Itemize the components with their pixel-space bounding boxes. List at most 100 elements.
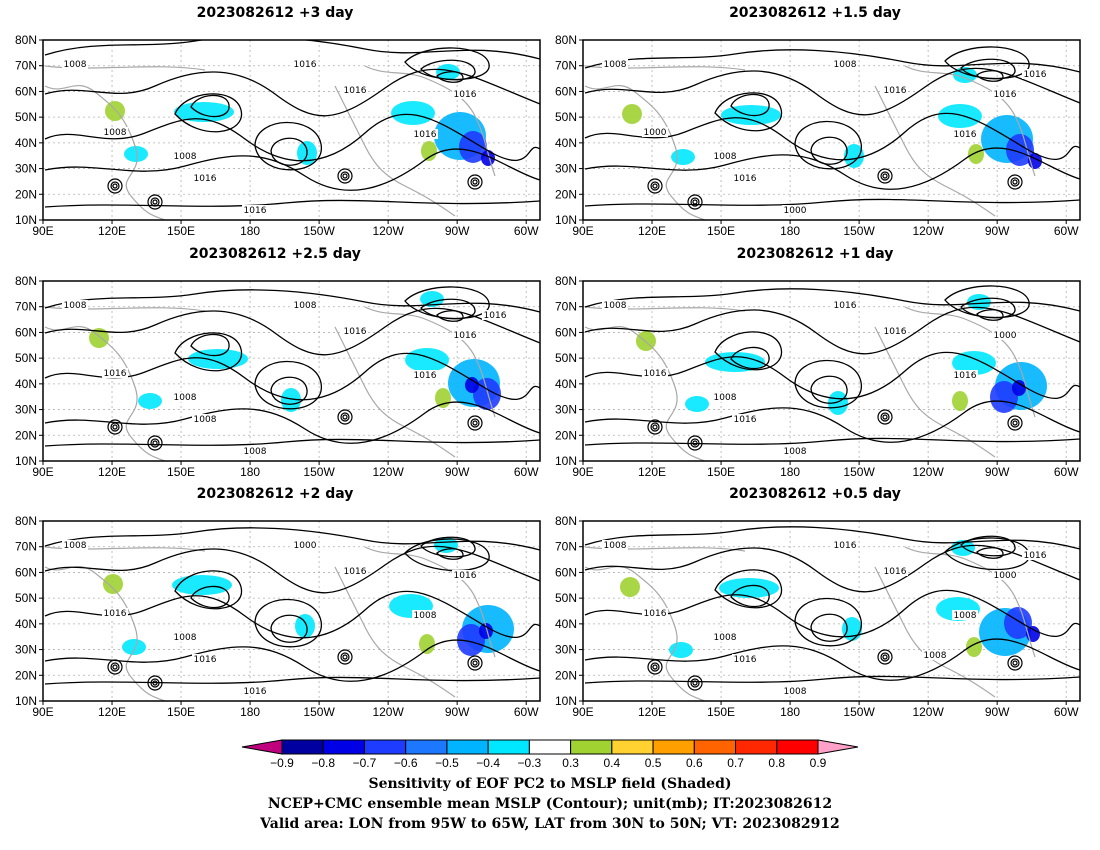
cyclone-contour bbox=[150, 678, 160, 688]
coastline bbox=[874, 85, 996, 217]
contour-label-bg bbox=[732, 173, 758, 183]
panel-plus-0.5-day: 2023082612 +0.5 day 1008 1016 1016 1008 1016… bbox=[545, 485, 1085, 723]
mslp-contour bbox=[810, 613, 848, 642]
cyclone-contour bbox=[1010, 418, 1020, 428]
contour-label-bg bbox=[882, 326, 908, 336]
cyclone-contour bbox=[340, 171, 350, 181]
lat-tick-label: 50N bbox=[15, 351, 37, 365]
mslp-contour bbox=[584, 112, 1080, 161]
cyclone-contour bbox=[880, 652, 890, 662]
contour-label-bg bbox=[62, 300, 88, 310]
cyclone-contour bbox=[687, 194, 703, 210]
lat-tick-label: 80N bbox=[555, 274, 577, 288]
mslp-contour bbox=[254, 360, 322, 410]
lat-tick-label: 10N bbox=[15, 694, 37, 708]
lat-tick-label: 60N bbox=[15, 565, 37, 579]
contour-label: 1016 bbox=[884, 567, 907, 577]
contour-label: 1008 bbox=[194, 415, 217, 425]
contour-label-bg bbox=[712, 392, 738, 402]
coastline bbox=[904, 65, 1036, 177]
lon-tick-label: 120E bbox=[638, 705, 666, 719]
lat-tick-label: 80N bbox=[15, 274, 37, 288]
cyclone-contour bbox=[337, 168, 353, 184]
contour-label: 1016 bbox=[454, 331, 477, 341]
lon-tick-label: 180 bbox=[240, 705, 260, 719]
mslp-contour bbox=[44, 199, 540, 208]
mslp-contour bbox=[714, 569, 783, 609]
mslp-contour bbox=[44, 639, 540, 682]
cyclone-contour bbox=[1007, 655, 1023, 671]
contour-label-bg bbox=[922, 650, 948, 660]
mslp-contour bbox=[714, 92, 783, 132]
mslp-contour bbox=[584, 288, 1080, 312]
cyclone-contour bbox=[147, 675, 163, 691]
sensitivity-shading bbox=[457, 624, 485, 656]
lon-tick-label: 120E bbox=[98, 465, 126, 479]
colorbar-tick-label: −0.5 bbox=[435, 756, 459, 770]
mslp-contour bbox=[794, 359, 862, 409]
lon-tick-label: 90W bbox=[445, 465, 470, 479]
plot-frame bbox=[42, 280, 541, 462]
sensitivity-shading bbox=[671, 149, 695, 165]
plot-area: 1008 1016 1016 1008 1016 1016 1000 1016 1008 bbox=[583, 281, 1080, 461]
contour-label: 1016 bbox=[414, 130, 437, 140]
lon-tick-label: 60W bbox=[514, 705, 539, 719]
sensitivity-shading bbox=[122, 639, 146, 655]
cyclone-contour bbox=[110, 422, 120, 432]
sensitivity-shading bbox=[174, 102, 234, 122]
cyclone-contour bbox=[882, 414, 888, 420]
contour-label: 1016 bbox=[1024, 551, 1047, 561]
contour-label-bg bbox=[642, 127, 668, 137]
mslp-contour bbox=[190, 333, 230, 357]
mslp-contour bbox=[436, 310, 464, 322]
cyclone-contour bbox=[147, 194, 163, 210]
sensitivity-shading bbox=[172, 575, 232, 595]
sensitivity-shading bbox=[685, 396, 709, 412]
contour-label-bg bbox=[782, 446, 808, 456]
plot-frame bbox=[582, 280, 1081, 462]
contour-label: 1000 bbox=[784, 206, 807, 216]
colorbar-tick-label: 0.5 bbox=[645, 756, 662, 770]
lon-tick-label: 120W bbox=[912, 705, 944, 719]
contour-label: 1016 bbox=[104, 369, 127, 379]
coastline bbox=[874, 566, 996, 698]
lon-tick-label: 180 bbox=[780, 224, 800, 238]
contour-label: 1008 bbox=[104, 128, 127, 138]
contour-label: 1016 bbox=[954, 371, 977, 381]
mslp-contour bbox=[44, 352, 540, 401]
lon-tick-label: 90E bbox=[572, 705, 593, 719]
lat-tick-label: 70N bbox=[15, 59, 37, 73]
cyclone-contour bbox=[150, 197, 160, 207]
contour-label: 1008 bbox=[714, 152, 737, 162]
contour-label-bg bbox=[602, 540, 628, 550]
panel-plus-2.5-day: 2023082612 +2.5 day 1008 1016 1016 1008 1008… bbox=[5, 245, 545, 483]
lat-tick-label: 10N bbox=[555, 454, 577, 468]
contour-label: 1000 bbox=[994, 571, 1017, 581]
lon-tick-label: 120W bbox=[372, 705, 404, 719]
lat-tick-label: 30N bbox=[555, 403, 577, 417]
contour-label: 1000 bbox=[644, 128, 667, 138]
mslp-contour bbox=[190, 585, 230, 609]
sensitivity-shading bbox=[952, 391, 968, 411]
cyclone-contour bbox=[882, 654, 888, 660]
contour-label: 1016 bbox=[734, 415, 757, 425]
contour-label: 1008 bbox=[174, 152, 197, 162]
contour-label-bg bbox=[342, 85, 368, 95]
panel-title: 2023082612 +0.5 day bbox=[729, 486, 901, 502]
contour-label: 1016 bbox=[194, 655, 217, 665]
mslp-contour bbox=[44, 68, 540, 117]
contour-label: 1016 bbox=[344, 327, 367, 337]
contour-label: 1016 bbox=[244, 206, 267, 216]
lon-tick-label: 120W bbox=[372, 224, 404, 238]
lon-tick-label: 150E bbox=[167, 465, 195, 479]
contour-label-bg bbox=[62, 59, 88, 69]
contour-label-bg bbox=[992, 330, 1018, 340]
colorbar-swatch bbox=[735, 739, 778, 755]
contour-label-bg bbox=[482, 310, 508, 320]
mslp-contour bbox=[436, 548, 464, 560]
cyclone-contour bbox=[107, 178, 123, 194]
lon-tick-label: 180 bbox=[240, 465, 260, 479]
contour-label: 1016 bbox=[644, 369, 667, 379]
mslp-contour bbox=[44, 527, 540, 551]
contour-label: 1016 bbox=[344, 86, 367, 96]
